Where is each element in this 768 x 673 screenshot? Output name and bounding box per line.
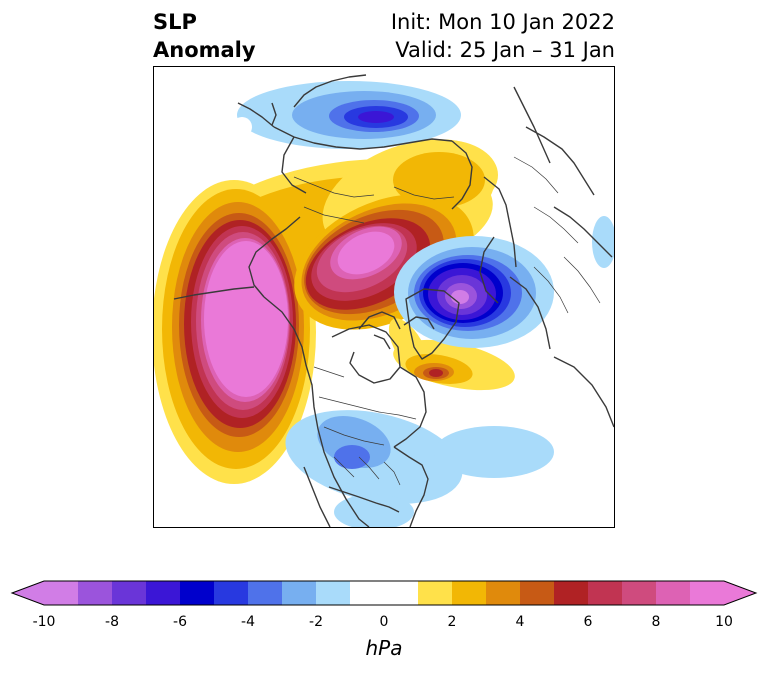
colorbar-swatch [452,581,487,605]
europe-weak-low [592,216,614,268]
colorbar-tick: 0 [379,614,389,630]
variable-label: SLP [153,10,197,34]
colorbar-tick: -2 [309,614,323,630]
colorbar-swatch [588,581,623,605]
greenland-high [388,318,515,391]
init-date: Init: Mon 10 Jan 2022 [390,10,615,34]
slp-anomaly-map [153,66,615,528]
valid-range: Valid: 25 Jan – 31 Jan [395,38,615,62]
coastlines [173,74,614,527]
plot-title: SLP Anomaly [153,8,256,64]
colorbar-swatch [350,581,385,605]
colorbar-swatch [316,581,351,605]
colorbar-tick: 4 [515,614,525,630]
colorbar-swatch [418,581,453,605]
colorbar-tick: -6 [173,614,187,630]
siberia-low [232,81,461,149]
colorbar-units: hPa [365,636,403,660]
colorbar-tick: -4 [241,614,255,630]
colorbar-swatch [486,581,521,605]
anomaly-label: Anomaly [153,38,256,62]
colorbar-swatch [554,581,589,605]
political-borders [293,156,601,486]
north-america-low [285,410,554,527]
colorbar-swatch [112,581,147,605]
colorbar-swatch [44,581,79,605]
north-atlantic-low [394,236,554,348]
colorbar-swatch [248,581,283,605]
colorbar-tick: 6 [583,614,593,630]
colorbar-swatch [180,581,215,605]
colorbar [10,580,758,606]
colorbar-swatch [656,581,691,605]
colorbar-swatch [384,581,419,605]
colorbar-swatch [146,581,181,605]
colorbar-swatch [78,581,113,605]
colorbar-extend-min [12,581,44,605]
colorbar-tick: 8 [651,614,661,630]
colorbar-swatch [520,581,555,605]
colorbar-swatch [282,581,317,605]
colorbar-tick: 2 [447,614,457,630]
colorbar-tick: -8 [105,614,119,630]
colorbar-extend-max [724,581,756,605]
plot-dates: Init: Mon 10 Jan 2022 Valid: 25 Jan – 31… [391,8,615,64]
colorbar-tick: 10 [715,614,733,630]
colorbar-outline [10,580,758,606]
colorbar-swatch [690,581,725,605]
colorbar-swatch [214,581,249,605]
colorbar-swatch [622,581,657,605]
colorbar-tick: -10 [32,614,56,630]
